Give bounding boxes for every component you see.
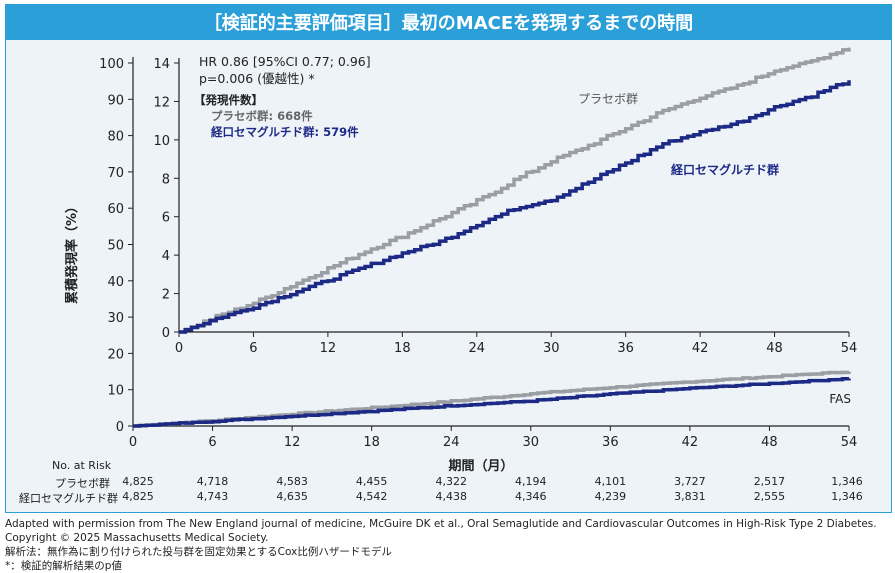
risk-value: 4,438 [435, 490, 467, 503]
inset-y-tick-label: 2 [162, 288, 170, 303]
risk-value: 3,831 [674, 490, 706, 503]
inset-y-tick-label: 0 [162, 326, 170, 341]
main-y-tick-label: 20 [107, 347, 124, 362]
main-y-tick-label: 40 [107, 275, 124, 290]
footnote-pvalue: *：検証的解析結果のp値 [5, 560, 122, 572]
inset-y-tick-label: 14 [153, 57, 170, 72]
p-value-text: p=0.006 (優越性) * [199, 71, 315, 86]
inset-series-placebo [179, 47, 851, 334]
fas-label: FAS [829, 392, 851, 406]
risk-value: 4,825 [122, 490, 154, 503]
inset-x-tick-label: 48 [766, 341, 783, 356]
risk-row-label-placebo: プラセボ群 [55, 477, 110, 490]
inset-label-placebo: プラセボ群 [578, 92, 638, 106]
risk-value: 4,455 [355, 475, 388, 488]
risk-value: 4,346 [515, 490, 547, 503]
main-y-tick-label: 50 [107, 239, 124, 254]
inset-y-tick-label: 12 [153, 95, 170, 110]
main-y-tick-label: 100 [99, 57, 124, 72]
main-x-tick-label: 42 [682, 435, 699, 450]
chart-panel: 0 10 20 30 40 50 60 70 80 90 100 0 6 12 18 24 30 36 42 48 54… [5, 40, 892, 513]
risk-value: 3,727 [674, 475, 706, 488]
risk-value: 2,517 [753, 475, 786, 488]
main-x-tick-label: 12 [284, 435, 301, 450]
risk-value: 4,101 [594, 475, 627, 488]
risk-value: 4,718 [196, 475, 229, 488]
risk-value: 4,194 [515, 475, 547, 488]
inset-x-tick-label: 36 [617, 341, 634, 356]
risk-value: 4,322 [435, 475, 467, 488]
events-treatment: 経口セマグルチド群: 579件 [211, 125, 359, 139]
inset-y-tick-label: 4 [162, 249, 170, 264]
main-y-tick-label: 70 [107, 166, 124, 181]
inset-label-treatment: 経口セマグルチド群 [671, 162, 779, 177]
inset-y-tick-label: 8 [162, 172, 170, 187]
events-heading: 【発現件数】 [194, 93, 263, 107]
footnote-method: 解析法：無作為に割り付けられた投与群を固定効果とするCox比例ハザードモデル [5, 546, 392, 558]
footnotes: Adapted with permission from The New Eng… [5, 517, 877, 573]
chart-title: ［検証的主要評価項目］最初のMACEを発現するまでの時間 [203, 13, 694, 34]
risk-value: 1,346 [831, 475, 863, 488]
main-x-tick-label: 30 [523, 435, 540, 450]
inset-x-tick-label: 12 [320, 341, 337, 356]
events-placebo: プラセボ群: 668件 [211, 109, 313, 123]
main-x-tick-label: 36 [602, 435, 619, 450]
inset-x-tick-label: 0 [175, 341, 183, 356]
risk-heading: No. at Risk [52, 459, 112, 472]
footnote-citation: Adapted with permission from The New Eng… [5, 518, 877, 530]
main-x-tick-label: 54 [841, 435, 858, 450]
main-y-tick-label: 60 [107, 202, 124, 217]
risk-value: 4,743 [196, 490, 229, 503]
risk-value: 4,635 [276, 490, 308, 503]
inset-x-tick-label: 24 [469, 341, 486, 356]
inset-x-tick-label: 54 [841, 341, 858, 356]
main-y-tick-label: 90 [107, 93, 124, 108]
main-x-tick-label: 24 [443, 435, 460, 450]
main-y-axis-label: 累積発現率（%） [64, 200, 80, 304]
main-y-tick-label: 10 [107, 384, 124, 399]
main-x-axis-label: 期間（月） [448, 458, 513, 474]
main-x-tick-label: 48 [761, 435, 778, 450]
risk-value: 4,583 [276, 475, 308, 488]
inset-x-tick-label: 6 [249, 341, 257, 356]
main-y-tick-label: 0 [116, 420, 124, 435]
inset-x-tick-label: 42 [692, 341, 709, 356]
footnote-copyright: Copyright © 2025 Massachusetts Medical S… [5, 532, 269, 544]
risk-value: 2,555 [753, 490, 786, 503]
chart-title-banner: ［検証的主要評価項目］最初のMACEを発現するまでの時間 [5, 4, 892, 40]
inset-y-tick-label: 10 [153, 134, 170, 149]
main-y-tick-label: 30 [107, 311, 124, 326]
main-y-tick-label: 80 [107, 130, 124, 145]
risk-value: 4,542 [355, 490, 388, 503]
risk-value: 4,825 [122, 475, 154, 488]
risk-row-label-treatment: 経口セマグルチド群 [19, 492, 118, 505]
main-x-tick-label: 0 [129, 435, 137, 450]
risk-value: 1,346 [831, 490, 863, 503]
inset-y-tick-label: 6 [162, 211, 170, 226]
main-x-tick-label: 6 [208, 435, 216, 450]
risk-value: 4,239 [594, 490, 627, 503]
inset-x-tick-label: 18 [394, 341, 411, 356]
main-x-tick-label: 18 [363, 435, 380, 450]
main-series-treatment [133, 376, 851, 428]
inset-x-tick-label: 30 [543, 341, 560, 356]
hr-text: HR 0.86 [95%CI 0.77; 0.96] [199, 54, 371, 69]
inset-series-treatment [179, 80, 851, 334]
